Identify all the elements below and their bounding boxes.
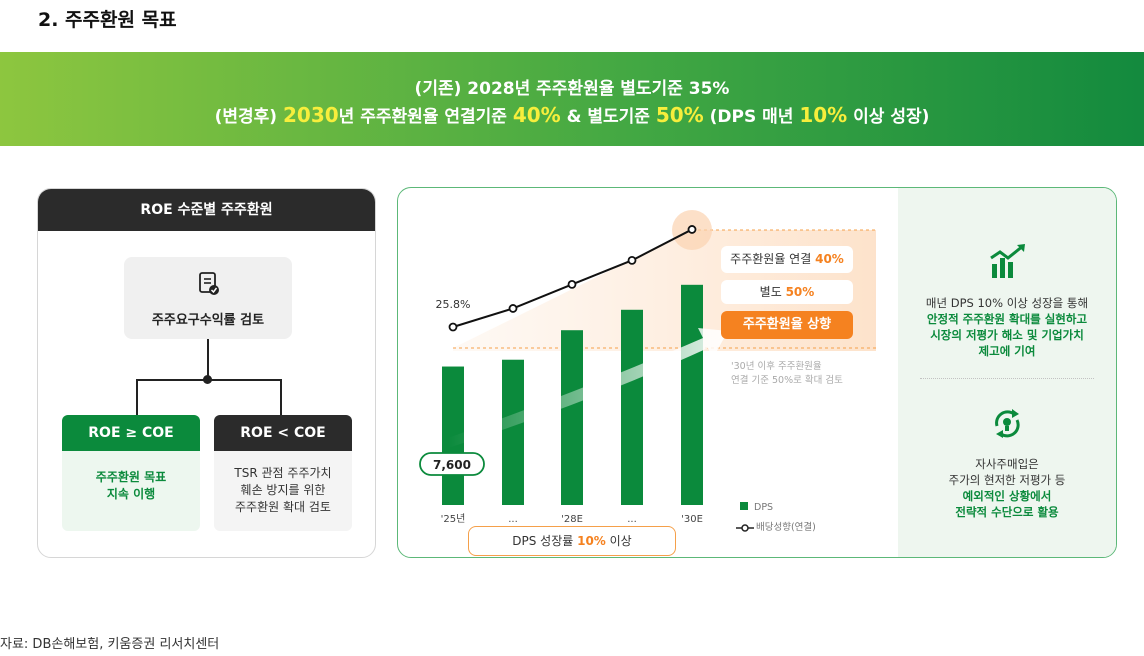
x-tick-label: ... <box>627 514 637 525</box>
legend-payout: 배당성향(연결) <box>736 519 816 533</box>
description-bottom: 자사주매입은 주가의 현저한 저평가 등 예외적인 상황에서 전략적 수단으로 … <box>898 456 1116 520</box>
ratio-up-pill: 주주환원율 상향 <box>721 311 853 339</box>
growth-text: DPS 성장률 <box>512 534 578 548</box>
card-title: ROE < COE <box>214 415 352 451</box>
roe-panel: ROE 수준별 주주환원 주주요구수익률 검토 ROE ≥ COE 주주환원 목… <box>37 188 376 558</box>
dps-bar <box>561 330 583 505</box>
legend-label: 배당성향(연결) <box>756 522 816 533</box>
x-tick-label: ... <box>508 514 518 525</box>
growth-text: 이상 <box>605 534 632 548</box>
description-divider <box>920 378 1094 379</box>
banner-text: & 별도기준 <box>560 107 656 127</box>
banner-line-previous: (기존) 2028년 주주환원율 별도기준 35% <box>414 79 730 99</box>
x-tick-label: '30E <box>681 514 703 525</box>
goal-banner: (기존) 2028년 주주환원율 별도기준 35% (변경후) 2030년 주주… <box>0 52 1144 146</box>
payout-first-label: 25.8% <box>436 298 471 311</box>
payout-point <box>567 280 577 289</box>
chart-note: '30년 이후 주주환원율 연결 기준 50%로 확대 검토 <box>731 360 843 388</box>
dps-first-label-bg <box>419 452 485 476</box>
dps-bar <box>502 359 524 505</box>
description-line: 전략적 수단으로 활용 <box>955 505 1059 519</box>
pill-text: 별도 <box>759 285 786 299</box>
description-line: 주가의 현저한 저평가 등 <box>948 473 1066 487</box>
connector-line <box>136 379 138 415</box>
banner-highlight-year: 2030 <box>283 103 339 127</box>
legend-dps: DPS <box>740 502 773 513</box>
card-body-line: 주주환원 목표 <box>95 470 167 484</box>
card-body: 주주환원 목표 지속 이행 <box>62 451 200 503</box>
payout-line <box>448 225 697 332</box>
x-tick-label: '28E <box>561 514 583 525</box>
document-check-icon <box>199 272 219 295</box>
pill-value: 50% <box>785 285 815 299</box>
x-tick-label: '25년 <box>441 513 466 525</box>
card-body-line: 훼손 방지를 위한 <box>240 483 326 497</box>
roe-below-coe-card: ROE < COE TSR 관점 주주가치 훼손 방지를 위한 주주환원 확대 … <box>214 415 352 531</box>
payout-point <box>448 322 458 332</box>
x-axis-labels: '25년... '28E... '30E <box>441 513 703 525</box>
payout-point <box>687 225 697 234</box>
chart-panel: '25년... '28E... '30E 7,600 25.8% 주주환원율 연결 … <box>397 187 1117 558</box>
pill-value: 40% <box>815 252 844 266</box>
card-body-line: 주주환원 확대 검토 <box>235 500 331 514</box>
growth-arrow <box>448 328 728 448</box>
section-title: 2. 주주환원 목표 <box>38 9 177 31</box>
banner-highlight-separate: 50% <box>655 103 704 127</box>
banner-text: 년 주주환원율 연결기준 <box>338 107 513 127</box>
review-box: 주주요구수익률 검토 <box>124 257 292 339</box>
buyback-cycle-icon <box>995 409 1020 438</box>
legend-swatch <box>740 502 748 510</box>
source-note: 자료: DB손해보험, 키움증권 리서치센터 <box>0 637 220 652</box>
card-body-line: TSR 관점 주주가치 <box>234 466 332 480</box>
banner-text: 이상 성장) <box>847 107 930 127</box>
note-line: '30년 이후 주주환원율 <box>731 361 822 372</box>
description-line: 시장의 저평가 해소 및 기업가치 <box>930 328 1084 342</box>
growth-value: 10% <box>577 534 606 548</box>
banner-text: (DPS 매년 <box>703 107 800 127</box>
connector-dot <box>203 375 212 384</box>
banner-highlight-dps: 10% <box>799 103 848 127</box>
dps-first-label: 7,600 <box>433 458 471 472</box>
connector-line <box>280 379 282 415</box>
legend-label: DPS <box>754 502 774 513</box>
connector-line <box>207 339 209 379</box>
payout-point <box>508 304 518 313</box>
consolidated-ratio-pill: 주주환원율 연결 40% <box>721 246 853 273</box>
description-top: 매년 DPS 10% 이상 성장을 통해 안정적 주주환원 확대를 실현하고 시… <box>898 295 1116 359</box>
legend-line-marker <box>736 523 754 532</box>
card-body: TSR 관점 주주가치 훼손 방지를 위한 주주환원 확대 검토 <box>214 451 352 516</box>
roe-panel-title: ROE 수준별 주주환원 <box>38 189 375 231</box>
banner-line-changed: (변경후) 2030년 주주환원율 연결기준 40% & 별도기준 50% (D… <box>0 102 1144 127</box>
description-area <box>898 188 1116 557</box>
pill-text: 주주환원율 연결 <box>730 252 816 266</box>
growth-chart-icon <box>990 244 1025 278</box>
dps-bar <box>681 284 703 505</box>
description-line: 자사주매입은 <box>975 457 1039 471</box>
card-title: ROE ≥ COE <box>62 415 200 451</box>
payout-point <box>627 255 637 265</box>
banner-text: (변경후) <box>214 107 283 127</box>
description-line: 안정적 주주환원 확대를 실현하고 <box>926 312 1088 326</box>
dps-bar <box>621 309 643 505</box>
description-line: 예외적인 상황에서 <box>962 489 1052 503</box>
note-line: 연결 기준 50%로 확대 검토 <box>731 375 843 386</box>
description-line: 제고에 기여 <box>978 344 1036 358</box>
roe-above-coe-card: ROE ≥ COE 주주환원 목표 지속 이행 <box>62 415 200 531</box>
banner-highlight-consolidated: 40% <box>512 103 561 127</box>
description-line: 매년 DPS 10% 이상 성장을 통해 <box>925 296 1089 310</box>
review-label: 주주요구수익률 검토 <box>151 313 265 328</box>
card-body-line: 지속 이행 <box>106 487 156 501</box>
separate-ratio-pill: 별도 50% <box>721 280 853 304</box>
dps-growth-box: DPS 성장률 10% 이상 <box>468 526 676 556</box>
